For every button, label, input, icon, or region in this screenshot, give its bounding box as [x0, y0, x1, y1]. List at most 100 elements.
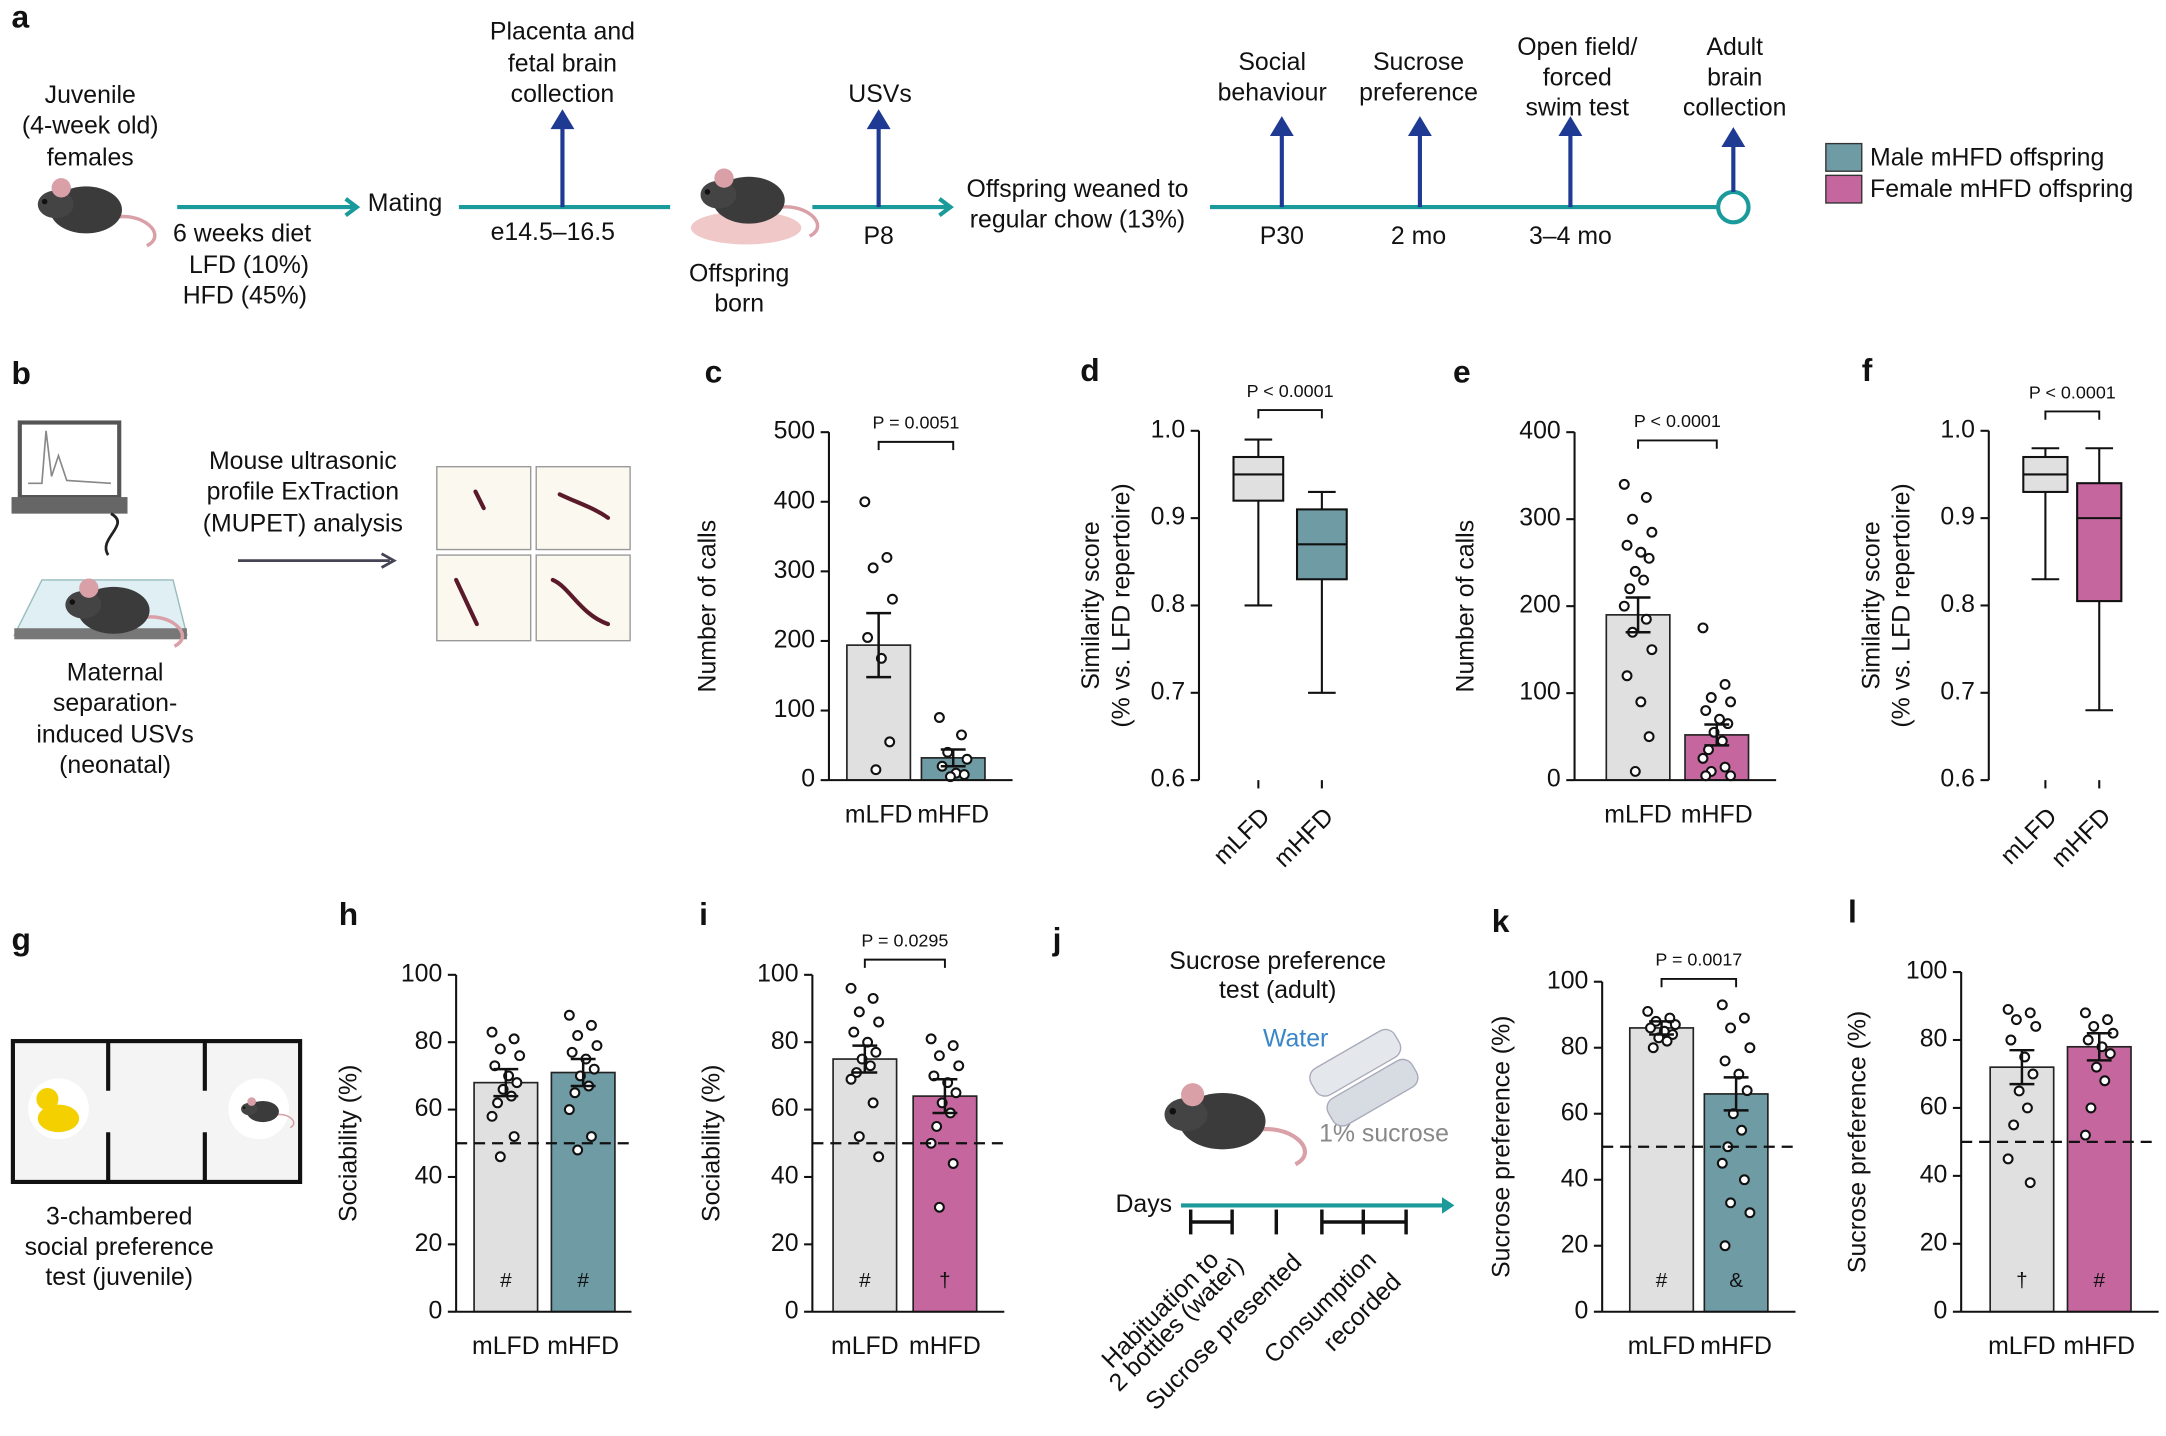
- label: P8: [863, 223, 893, 250]
- data-point: [1716, 999, 1728, 1011]
- data-point: [950, 1087, 962, 1099]
- data-point: [873, 1016, 885, 1028]
- y-tick-label: 40: [415, 1163, 443, 1190]
- data-point: [870, 764, 882, 776]
- data-point: [1741, 1085, 1753, 1097]
- y-axis-label: Number of calls: [694, 520, 721, 693]
- y-tick-label: 0.7: [1940, 678, 1975, 705]
- label: collection: [1683, 95, 1787, 122]
- data-point: [1744, 1207, 1756, 1219]
- label: (4-week old): [22, 113, 159, 140]
- data-point: [1700, 770, 1712, 782]
- label: females: [47, 144, 134, 171]
- data-point: [867, 992, 879, 1004]
- data-point: [1635, 696, 1647, 708]
- y-axis-label: Similarity score: [1858, 521, 1885, 689]
- data-point: [572, 1030, 584, 1041]
- data-point: [1716, 735, 1728, 747]
- data-point: [1618, 478, 1630, 490]
- significance-bracket: [2044, 410, 2101, 420]
- data-point: [953, 1060, 965, 1072]
- y-tick-label: 100: [1547, 967, 1588, 994]
- data-point: [1736, 1124, 1748, 1136]
- p-value: P < 0.0001: [1634, 411, 1721, 431]
- panel-label: e: [1453, 354, 1471, 390]
- data-point: [1738, 1012, 1750, 1024]
- data-point: [494, 1043, 506, 1055]
- laptop-base: [11, 497, 128, 514]
- cable: [104, 512, 120, 556]
- data-point: [2024, 1007, 2036, 1019]
- y-tick-label: 0.7: [1151, 678, 1186, 705]
- data-point: [933, 712, 945, 723]
- label: 3–4 mo: [1529, 223, 1612, 250]
- days-arrow: [1442, 1197, 1455, 1214]
- data-point: [1744, 1042, 1756, 1054]
- label: (neonatal): [59, 752, 171, 779]
- data-point: [563, 1009, 575, 1021]
- label: P30: [1260, 223, 1304, 250]
- data-point: [1697, 752, 1709, 764]
- mouse-icon: [36, 176, 157, 248]
- data-point: [2030, 1020, 2042, 1032]
- data-point: [862, 632, 874, 643]
- data-point: [867, 562, 879, 574]
- data-point: [1635, 546, 1647, 558]
- data-point: [1705, 692, 1717, 703]
- data-point: [873, 1151, 885, 1163]
- duck: [37, 1104, 80, 1133]
- y-tick-label: 60: [1920, 1093, 1948, 1120]
- label: Sucrose: [1373, 49, 1464, 76]
- data-point: [1719, 761, 1731, 773]
- y-axis-label: Sociability (%): [335, 1065, 362, 1222]
- duck-head: [36, 1088, 59, 1111]
- data-point: [1719, 1240, 1731, 1252]
- label: Maternal: [67, 659, 164, 686]
- label: test (juvenile): [45, 1264, 193, 1291]
- data-point: [486, 1110, 498, 1122]
- x-tick-label: mLFD: [845, 802, 913, 829]
- timeline-line: [177, 189, 1751, 225]
- data-point: [1624, 583, 1636, 595]
- y-tick-label: 20: [415, 1230, 443, 1257]
- data-point: [1725, 696, 1737, 708]
- data-point: [886, 593, 898, 605]
- label: 6 weeks diet: [173, 220, 311, 247]
- data-point: [572, 1144, 584, 1156]
- data-point: [1719, 678, 1731, 690]
- y-tick-label: 100: [401, 960, 442, 987]
- data-point: [2088, 1020, 2100, 1032]
- data-point: [1638, 574, 1650, 586]
- y-tick-label: 0: [1575, 1297, 1589, 1324]
- data-point: [508, 1033, 520, 1045]
- y-tick-label: 100: [1519, 679, 1560, 706]
- significance-bracket: [863, 958, 946, 968]
- panel-label: b: [12, 355, 31, 391]
- y-tick-label: 60: [1561, 1099, 1589, 1126]
- x-tick-label: mLFD: [1209, 803, 1276, 870]
- data-point: [2002, 1153, 2014, 1165]
- label: collection: [511, 81, 615, 108]
- bar-label: #: [859, 1269, 871, 1292]
- label: e14.5–16.5: [491, 219, 615, 246]
- chart-panel: k 0 20 40 60 80 100 Sucrose preference (%) mLFD #…: [1488, 903, 1796, 1360]
- label: profile ExTraction: [207, 478, 399, 505]
- cage-base: [14, 628, 187, 640]
- panel-a: a Juvenile (4-week old) females 6 weeks …: [12, 0, 1787, 318]
- bar-label: #: [1656, 1269, 1668, 1292]
- data-point: [591, 1040, 603, 1052]
- panel-label: g: [12, 921, 31, 957]
- data-point: [508, 1131, 520, 1142]
- box: [2076, 482, 2123, 603]
- day-brackets: [1188, 1209, 1408, 1235]
- data-point: [931, 1120, 943, 1132]
- x-tick-label: mLFD: [1988, 1333, 2056, 1360]
- label: Offspring: [689, 260, 789, 287]
- panel-label: i: [699, 896, 708, 932]
- y-tick-label: 60: [771, 1095, 799, 1122]
- data-point: [2082, 1034, 2094, 1046]
- y-tick-label: 200: [774, 627, 815, 654]
- data-point: [511, 1077, 523, 1089]
- label: preference: [1359, 79, 1478, 106]
